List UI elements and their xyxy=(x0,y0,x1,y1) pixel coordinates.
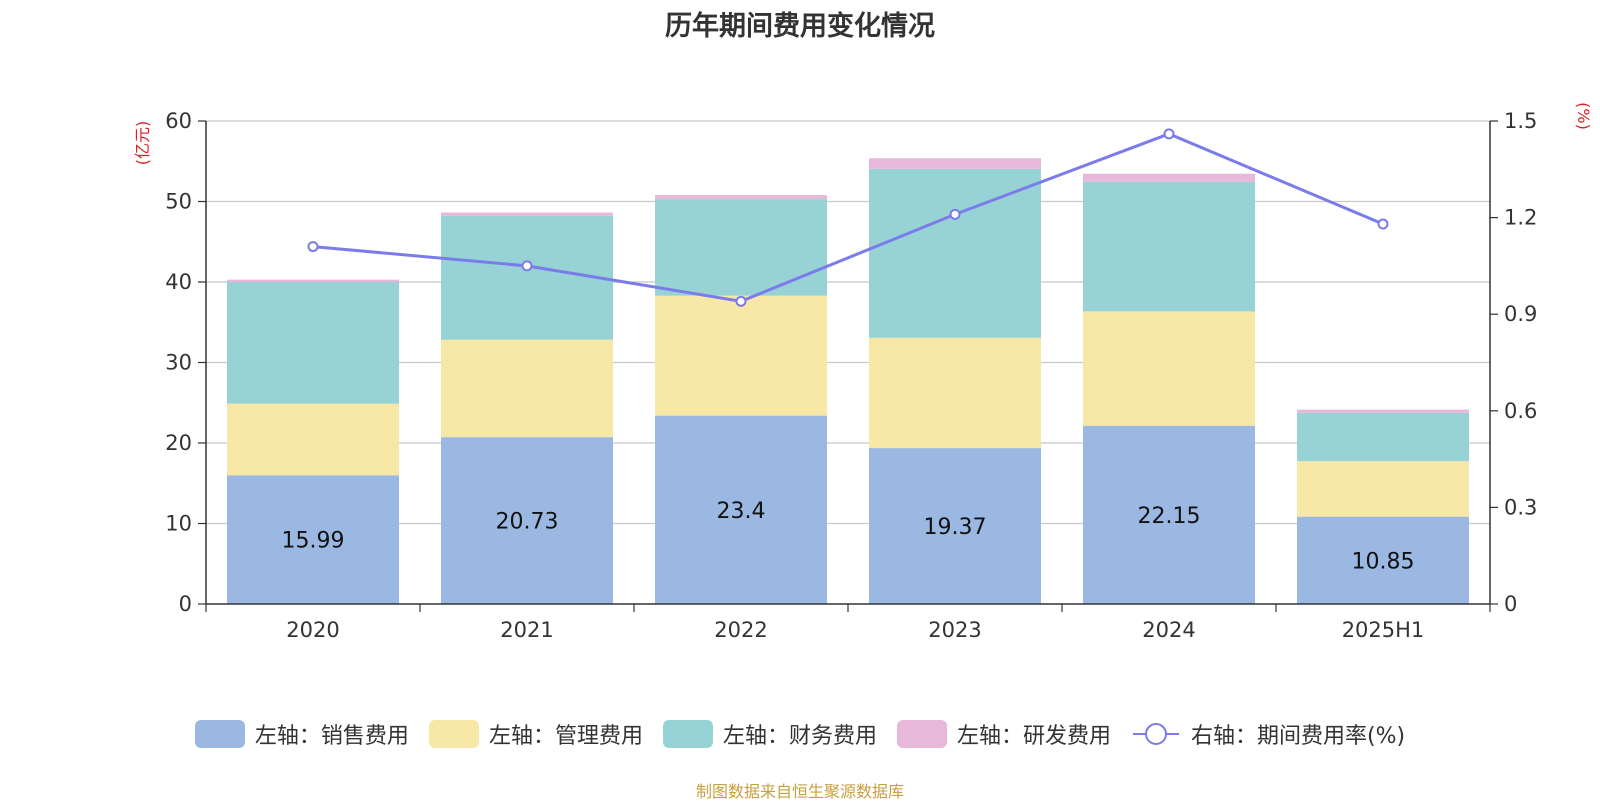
right-tick-label: 1.5 xyxy=(1504,109,1537,133)
bar-segment xyxy=(227,403,399,476)
x-tick-label: 2022 xyxy=(714,618,767,642)
legend: 左轴：销售费用 左轴：管理费用 左轴：财务费用 左轴：研发费用 右轴：期间费用率(%) xyxy=(0,718,1600,750)
bar-segment xyxy=(1083,173,1255,182)
rate-point xyxy=(949,208,961,220)
rate-line xyxy=(307,128,1389,307)
legend-item[interactable]: 左轴：管理费用 xyxy=(428,718,643,750)
rate-point xyxy=(735,295,747,307)
bar-segment xyxy=(869,448,1041,604)
x-tick-label: 2024 xyxy=(1142,618,1195,642)
bar-stacks xyxy=(227,158,1469,604)
bar-segment xyxy=(441,215,613,340)
left-tick-label: 0 xyxy=(179,592,192,616)
bar-segment xyxy=(655,295,827,416)
rate-line-path xyxy=(312,132,1384,303)
left-tick-label: 60 xyxy=(165,109,192,133)
bar-segment xyxy=(227,282,399,404)
bar-segment xyxy=(1083,181,1255,312)
legend-label: 左轴：研发费用 xyxy=(956,724,1111,749)
axes: 0 10 20 30 40 50 60 0 0.3 0.6 0.9 1.2 1.5 2020 2021 202… xyxy=(165,109,1537,642)
x-tick-label: 2021 xyxy=(500,618,553,642)
bar-segment xyxy=(227,475,399,604)
bar-segment xyxy=(655,199,827,296)
bar-segment xyxy=(1083,311,1255,426)
bar-segment xyxy=(1297,516,1469,604)
legend-item[interactable]: 右轴：期间费用率(%) xyxy=(1131,718,1405,750)
right-axis-unit: (%) xyxy=(1574,102,1593,130)
legend-label: 右轴：期间费用率(%) xyxy=(1190,724,1406,749)
left-tick-label: 10 xyxy=(165,512,192,536)
rate-point xyxy=(1163,128,1175,140)
bar-segment xyxy=(869,158,1041,169)
bar-value-label: 22.15 xyxy=(1138,504,1201,529)
legend-item[interactable]: 左轴：财务费用 xyxy=(662,718,877,750)
legend-swatch xyxy=(428,720,479,748)
bar-segment xyxy=(441,437,613,604)
right-tick-label: 0.9 xyxy=(1504,302,1537,326)
chart-title: 历年期间费用变化情况 xyxy=(665,11,935,42)
bar-segment xyxy=(869,168,1041,338)
bar-segment xyxy=(441,339,613,438)
bar-segment xyxy=(655,415,827,604)
legend-item[interactable]: 左轴：销售费用 xyxy=(194,718,409,750)
x-tick-label: 2023 xyxy=(928,618,981,642)
bar-segment xyxy=(655,195,827,200)
bar-segment xyxy=(1297,461,1469,517)
left-tick-label: 40 xyxy=(165,270,192,294)
bar-segment xyxy=(441,212,613,216)
x-tick-label: 2025H1 xyxy=(1342,618,1425,642)
legend-swatch xyxy=(194,720,245,748)
right-tick-label: 0.3 xyxy=(1504,495,1537,519)
legend-label: 左轴：财务费用 xyxy=(722,724,877,749)
rate-point xyxy=(1377,218,1389,230)
rate-point xyxy=(521,260,533,272)
source-note: 制图数据来自恒生聚源数据库 xyxy=(695,782,904,801)
legend-label: 左轴：管理费用 xyxy=(488,724,643,749)
left-tick-label: 50 xyxy=(165,190,192,214)
left-tick-label: 20 xyxy=(165,431,192,455)
bar-segment xyxy=(1297,412,1469,462)
bar-value-label: 23.4 xyxy=(717,499,766,524)
left-axis-unit: (亿元) xyxy=(133,121,152,166)
rate-point xyxy=(307,241,319,253)
bar-segment xyxy=(1297,409,1469,413)
bar-segment xyxy=(869,337,1041,449)
bar-segment xyxy=(227,279,399,283)
legend-line-marker xyxy=(1132,723,1179,745)
right-tick-label: 0.6 xyxy=(1504,399,1537,423)
grid-lines xyxy=(206,120,1490,525)
legend-swatch xyxy=(896,720,947,748)
bar-value-label: 15.99 xyxy=(282,529,345,554)
bar-value-label: 19.37 xyxy=(924,515,987,540)
right-tick-label: 0 xyxy=(1504,592,1517,616)
data-labels: 15.99 20.73 23.4 19.37 22.15 10.85 xyxy=(282,499,1415,575)
right-tick-label: 1.2 xyxy=(1504,206,1537,230)
bar-value-label: 20.73 xyxy=(496,510,559,535)
legend-label: 左轴：销售费用 xyxy=(254,724,409,749)
legend-swatch xyxy=(662,720,713,748)
bar-value-label: 10.85 xyxy=(1352,549,1415,574)
left-tick-label: 30 xyxy=(165,351,192,375)
x-tick-label: 2020 xyxy=(286,618,339,642)
bar-segment xyxy=(1083,425,1255,604)
legend-item[interactable]: 左轴：研发费用 xyxy=(896,718,1111,750)
